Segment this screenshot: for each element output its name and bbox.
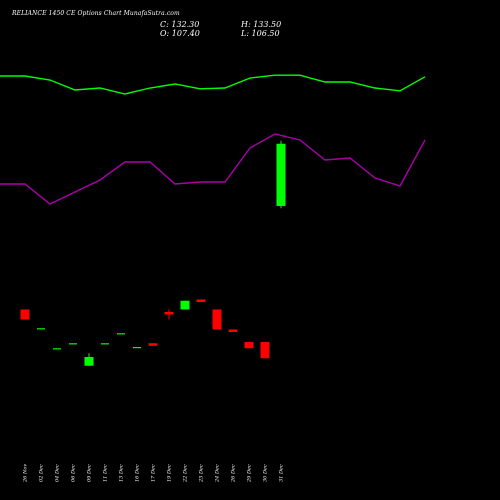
candle-body: [69, 343, 77, 345]
x-tick-label: 02 Dec: [39, 464, 45, 482]
candle: [117, 333, 125, 335]
x-tick-label: 26 Nov: [23, 464, 29, 483]
candle: [276, 140, 286, 209]
x-tick-label: 31 Dec: [279, 464, 285, 482]
candle-body: [164, 312, 174, 315]
candle-body: [196, 299, 206, 302]
x-tick-label: 22 Dec: [183, 464, 189, 483]
candle: [180, 300, 190, 310]
candle-body: [37, 328, 45, 330]
candle: [101, 343, 109, 345]
candle: [260, 342, 270, 359]
candle-body: [20, 309, 30, 320]
x-tick-label: 16 Dec: [135, 464, 141, 482]
x-tick-label: 30 Dec: [263, 464, 269, 482]
lower-indicator-line: [0, 133, 426, 205]
candle: [37, 328, 45, 330]
x-tick-label: 06 Dec: [71, 464, 77, 482]
open-value: O: 107.40: [160, 29, 200, 38]
x-tick-label: 26 Dec: [231, 464, 237, 483]
x-tick-label: 11 Dec: [103, 464, 109, 482]
candle: [212, 309, 222, 330]
x-tick-label: 29 Dec: [247, 464, 253, 483]
candle: [53, 348, 61, 350]
candle: [84, 353, 94, 366]
chart-title: RELIANCE 1450 CE Options Chart MunafaSut…: [12, 10, 180, 17]
candle: [148, 343, 158, 346]
candle: [196, 299, 206, 302]
x-tick-label: 09 Dec: [87, 464, 93, 482]
candle-body: [244, 342, 254, 349]
candle-body: [117, 333, 125, 335]
x-tick-label: 19 Dec: [167, 464, 173, 482]
candle: [69, 343, 77, 345]
x-tick-label: 13 Dec: [119, 464, 125, 482]
close-value: C: 132.30: [160, 20, 200, 29]
upper-indicator-line: [0, 74, 426, 95]
high-value: H: 133.50: [241, 20, 282, 29]
x-tick-label: 04 Dec: [55, 464, 61, 482]
candle: [228, 329, 238, 332]
candle-body: [180, 300, 190, 310]
candle-body: [101, 343, 109, 345]
x-tick-label: 17 Dec: [151, 464, 157, 482]
candle-body: [228, 329, 238, 332]
candle-body: [260, 342, 270, 359]
candle: [20, 309, 30, 320]
candle-body: [133, 347, 141, 349]
candle: [164, 309, 174, 320]
candle-body: [212, 309, 222, 330]
candle: [244, 342, 254, 349]
candle-body: [53, 348, 61, 350]
candle-body: [84, 357, 94, 366]
x-tick-label: 24 Dec: [215, 464, 221, 483]
candle: [133, 347, 141, 349]
candle-body: [148, 343, 158, 346]
x-tick-label: 23 Dec: [199, 464, 205, 483]
candle-body: [276, 143, 286, 206]
low-value: L: 106.50: [241, 29, 280, 38]
